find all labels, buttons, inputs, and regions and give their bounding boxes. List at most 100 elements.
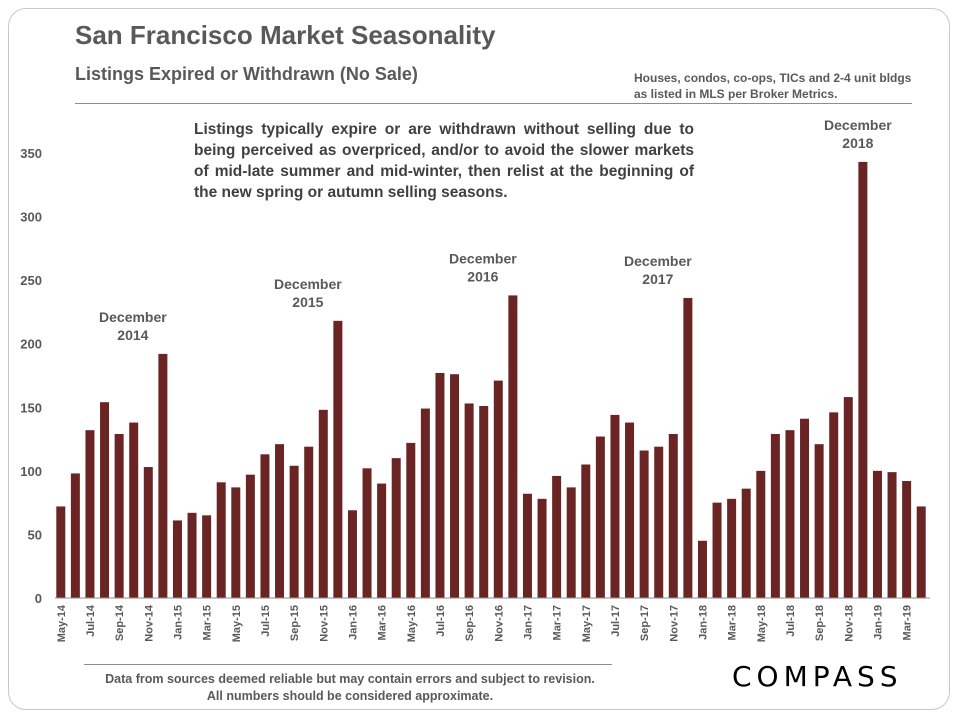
x-tick-label: Sep-17 [639, 605, 651, 641]
bar [450, 374, 460, 598]
bar [493, 380, 503, 598]
bar [479, 406, 489, 598]
y-tick-label: 150 [20, 400, 42, 415]
x-tick-label: Sep-16 [464, 605, 476, 641]
bar [143, 467, 153, 598]
disclaimer: Data from sources deemed reliable but ma… [105, 672, 595, 703]
bar [85, 430, 95, 598]
bar [522, 493, 532, 598]
y-tick-label: 250 [20, 273, 42, 288]
y-axis: 0 50 100 150 200 250 300 350 [20, 146, 42, 606]
x-tick-label: Sep-18 [814, 605, 826, 641]
x-tick-label: Mar-15 [202, 605, 214, 640]
annotation-month: December [624, 253, 692, 269]
annotation-year: 2014 [117, 327, 148, 343]
bar [537, 498, 547, 598]
bar [552, 475, 562, 598]
x-tick-label: Jul-18 [785, 605, 797, 637]
bar [289, 465, 299, 598]
y-tick-label: 200 [20, 337, 42, 352]
bar [508, 295, 518, 598]
bar [872, 470, 882, 598]
bar [202, 515, 212, 598]
bar [712, 502, 722, 598]
bar-series [56, 161, 926, 598]
x-tick-label: Jan-17 [522, 605, 534, 640]
bar [114, 433, 124, 598]
annotation-year: 2015 [292, 294, 323, 310]
x-tick-label: May-16 [406, 605, 418, 642]
footer-divider [84, 664, 612, 665]
bar [420, 408, 430, 598]
bar [756, 470, 766, 598]
bar [902, 481, 912, 598]
bar [464, 403, 474, 598]
bar [333, 320, 343, 598]
bar [435, 372, 445, 598]
bar [683, 297, 693, 598]
bar [172, 520, 182, 598]
bar [566, 487, 576, 598]
slide-frame [8, 8, 950, 710]
bar [829, 412, 839, 598]
x-tick-label: Sep-14 [114, 604, 126, 641]
bar [260, 454, 270, 598]
bar [814, 444, 824, 598]
bar [639, 450, 649, 598]
bar [625, 422, 635, 598]
y-tick-label: 50 [28, 527, 42, 542]
bar [187, 512, 197, 598]
bar [231, 487, 241, 598]
x-tick-label: Mar-19 [902, 605, 914, 640]
annotation-month: December [824, 117, 892, 133]
x-tick-label: May-18 [756, 605, 768, 642]
bar [56, 506, 66, 598]
x-tick-label: Jan-15 [172, 605, 184, 640]
bar [318, 409, 328, 598]
bar [406, 442, 416, 598]
explanatory-callout: Listings typically expire or are withdra… [194, 121, 694, 201]
y-tick-label: 100 [20, 464, 42, 479]
x-tick-label: Nov-18 [843, 605, 855, 642]
bar [362, 468, 372, 598]
compass-logo: COMPASS [732, 660, 903, 693]
bar [304, 446, 314, 598]
x-tick-label: Jan-16 [347, 605, 359, 640]
bar [697, 540, 707, 598]
y-tick-label: 0 [35, 591, 42, 606]
x-tick-label: Nov-17 [668, 605, 680, 642]
annotation-year: 2016 [467, 268, 498, 284]
bar [654, 446, 664, 598]
x-tick-label: Jul-15 [260, 605, 272, 637]
bar [158, 353, 168, 598]
bar [843, 397, 853, 598]
bar [581, 464, 591, 598]
x-tick-label: Jul-14 [85, 604, 97, 637]
x-tick-label: Jan-19 [872, 605, 884, 640]
annotation-month: December [449, 250, 517, 266]
x-tick-label: Nov-15 [318, 605, 330, 642]
bar [858, 161, 868, 598]
annotation-month: December [274, 276, 342, 292]
x-axis: May-14 Jul-14 Sep-14 Nov-14 Jan-15 Mar-15 May-… [55, 597, 930, 642]
annotation-year: 2017 [642, 271, 673, 287]
y-tick-label: 300 [20, 210, 42, 225]
bar [216, 482, 226, 598]
annotation-month: December [99, 309, 167, 325]
bar [800, 418, 810, 598]
bar [595, 436, 605, 598]
x-tick-label: May-17 [581, 605, 593, 642]
y-tick-label: 350 [20, 146, 42, 161]
bar [741, 488, 751, 598]
bar [391, 458, 401, 598]
x-tick-label: Sep-15 [289, 605, 301, 641]
source-note: Houses, condos, co-ops, TICs and 2-4 uni… [634, 71, 912, 101]
bar [347, 510, 357, 598]
x-tick-label: Jan-18 [697, 605, 709, 640]
x-tick-label: Nov-14 [143, 604, 155, 642]
bar [129, 422, 139, 598]
x-tick-label: Jul-17 [610, 605, 622, 637]
x-tick-label: Mar-16 [377, 605, 389, 640]
x-tick-label: Mar-17 [552, 605, 564, 640]
